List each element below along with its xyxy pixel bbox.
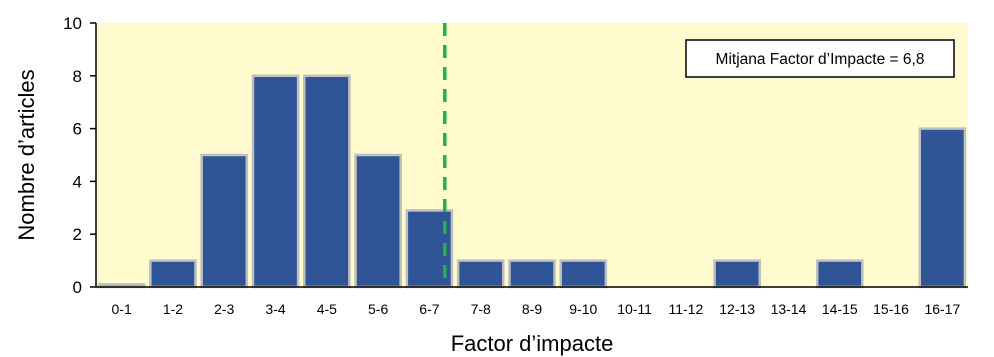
x-tick-label: 4-5: [317, 301, 337, 317]
x-axis-title: Factor d’impacte: [451, 331, 614, 356]
bar-3-4: [251, 74, 300, 289]
y-tick-label: 2: [73, 225, 82, 244]
mean-annotation: Mitjana Factor d’Impacte = 6,8: [685, 39, 955, 78]
x-tick-label: 8-9: [522, 301, 542, 317]
y-tick-label: 4: [73, 172, 82, 191]
y-tick-label: 8: [73, 67, 82, 86]
x-tick-label: 13-14: [771, 301, 807, 317]
bar-5-6: [354, 153, 402, 289]
x-tick-label: 2-3: [214, 301, 234, 317]
bar-4-5: [303, 74, 351, 289]
x-tick-label: 14-15: [822, 301, 858, 317]
x-tick-label: 15-16: [873, 301, 909, 317]
x-tick-label: 10-11: [617, 301, 652, 317]
x-tick-label: 16-17: [924, 301, 960, 317]
bar-8-9: [508, 259, 556, 289]
y-tick-label: 0: [73, 278, 82, 297]
x-tick-label: 5-6: [368, 301, 388, 317]
x-ticks: 0-1 1-2 2-3 3-4 4-5 5-6 6-7 7-8 8-9 9-10 10-11 11-1…: [112, 301, 961, 317]
y-ticks: 0 2 4 6 8 10: [63, 14, 96, 297]
x-tick-label: 11-12: [668, 301, 703, 317]
y-tick-label: 10: [63, 14, 82, 33]
x-tick-label: 1-2: [163, 301, 183, 317]
annotation-box: [685, 39, 955, 78]
x-tick-label: 12-13: [719, 301, 755, 317]
x-tick-label: 6-7: [419, 301, 439, 317]
annotation-text: Mitjana Factor d’Impacte = 6,8: [716, 51, 925, 68]
bar-16-17: [918, 127, 967, 289]
x-tick-label: 0-1: [112, 301, 132, 317]
bar-2-3: [200, 153, 249, 289]
bar-9-10: [559, 259, 608, 289]
x-tick-label: 3-4: [265, 301, 285, 317]
bar-14-15: [815, 259, 864, 289]
x-tick-label: 9-10: [569, 301, 597, 317]
y-tick-label: 6: [73, 120, 82, 139]
x-tick-label: 7-8: [471, 301, 491, 317]
bar-7-8: [456, 259, 505, 289]
bar-12-13: [713, 259, 761, 289]
y-axis-title: Nombre d’articles: [14, 69, 39, 240]
bar-1-2: [149, 259, 197, 289]
